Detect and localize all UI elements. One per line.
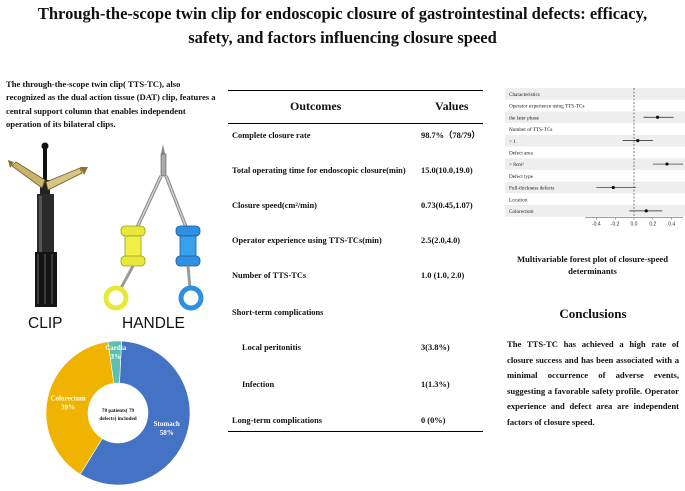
outcome-cell: Operator experience using TTS-TCs(min) (232, 236, 382, 245)
outcome-cell: Local peritonitis (242, 343, 301, 352)
donut-slice-cardia (107, 340, 122, 384)
outcomes-header: Outcomes (290, 99, 342, 113)
forest-tick-label: -0.2 (611, 222, 620, 228)
outcome-cell: Long-term complications (232, 416, 323, 425)
forest-plot-caption: Multivariable forest plot of closure-spe… (516, 254, 668, 276)
outcome-cell: Total operating time for endoscopic clos… (232, 166, 406, 175)
clip-label: CLIP (28, 315, 63, 332)
donut-center-text: 78 patients( 79 (102, 407, 135, 414)
forest-point (665, 162, 669, 166)
value-cell: 1(1.3%) (421, 380, 450, 389)
forest-row-label: Operator experience using TTS-TCs (509, 104, 585, 110)
forest-row-label: Full-thickness defects (509, 185, 554, 192)
forest-row-band (505, 158, 685, 170)
donut-label-name: Cardia (105, 344, 127, 352)
forest-point (611, 185, 615, 190)
value-cell: 0 (0%) (421, 416, 446, 425)
forest-tick-label: -0.4 (592, 222, 601, 228)
handle-image (103, 144, 204, 311)
donut-center-text: defects) included (99, 415, 136, 422)
forest-row-band (505, 181, 685, 194)
values-header: Values (435, 99, 469, 113)
table-bottom-rule (228, 431, 483, 432)
value-cell: 1.0 (1.0, 2.0) (421, 271, 465, 280)
forest-tick-label: 0.2 (649, 222, 656, 228)
title-line-1: Through-the-scope twin clip for endoscop… (37, 4, 648, 23)
donut-slice-colorectum (45, 341, 115, 475)
handle-label: HANDLE (122, 315, 185, 332)
forest-row-label: Location (509, 197, 528, 203)
forest-tick-label: 0.0 (631, 222, 638, 228)
value-cell: 15.0(10.0,19.0) (421, 166, 473, 175)
forest-point (636, 139, 640, 143)
forest-point (655, 115, 660, 119)
forest-row-label: Defect type (509, 173, 534, 180)
conclusions-heading: Conclusions (559, 306, 627, 321)
forest-row-label: Defect area (509, 150, 533, 157)
forest-tick-label: 0.4 (668, 222, 675, 228)
outcome-cell: Number of TTS-TCs (232, 271, 307, 280)
forest-row-label: Characteristics (509, 92, 540, 98)
forest-point (644, 209, 648, 213)
forest-row-band (505, 88, 685, 100)
value-cell: 2.5(2.0,4.0) (421, 236, 461, 245)
forest-row-label: > 1 (509, 139, 516, 145)
outcome-cell: Infection (242, 380, 275, 389)
value-cell: 98.7%（78/79） (421, 131, 480, 140)
donut-label-name: Colorectum (50, 395, 85, 403)
forest-row-band (505, 111, 685, 124)
donut-label-pct: 58% (160, 429, 174, 437)
clip-image (8, 142, 88, 307)
donut-slice-stomach (79, 340, 191, 486)
outcome-cell: Complete closure rate (232, 131, 311, 140)
donut-label-name: Stomach (154, 420, 180, 428)
forest-row-label: Number of TTS-TCs (509, 126, 552, 133)
table-header: Outcomes Values (228, 90, 483, 124)
forest-plot: Characteristics Operator experience using… (505, 88, 685, 228)
donut-label-pct: 39% (61, 404, 75, 412)
poster-title: Through-the-scope twin clip for endoscop… (0, 2, 685, 50)
clip-device-illustration (8, 142, 204, 311)
forest-row-label: the later phase (509, 115, 540, 121)
forest-row-band (505, 134, 685, 147)
title-line-2: safety, and factors influencing closure … (188, 28, 497, 47)
outcome-cell: Closure speed(cm²/min) (232, 201, 317, 210)
donut-label-pct: 3% (110, 353, 121, 361)
forest-row-label: Colorectum (509, 209, 534, 215)
conclusions-text: The TTS-TC has achieved a high rate of c… (507, 339, 679, 427)
value-cell: 3(3.8%) (421, 343, 450, 352)
intro-text: The through-the-scope twin clip( TTS-TC)… (6, 79, 216, 130)
forest-row-band (505, 205, 685, 217)
forest-row-label: > 8cm² (509, 162, 524, 168)
outcome-cell: Short-term complications (232, 308, 324, 317)
value-cell: 0.73(0.45,1.07) (421, 201, 473, 210)
